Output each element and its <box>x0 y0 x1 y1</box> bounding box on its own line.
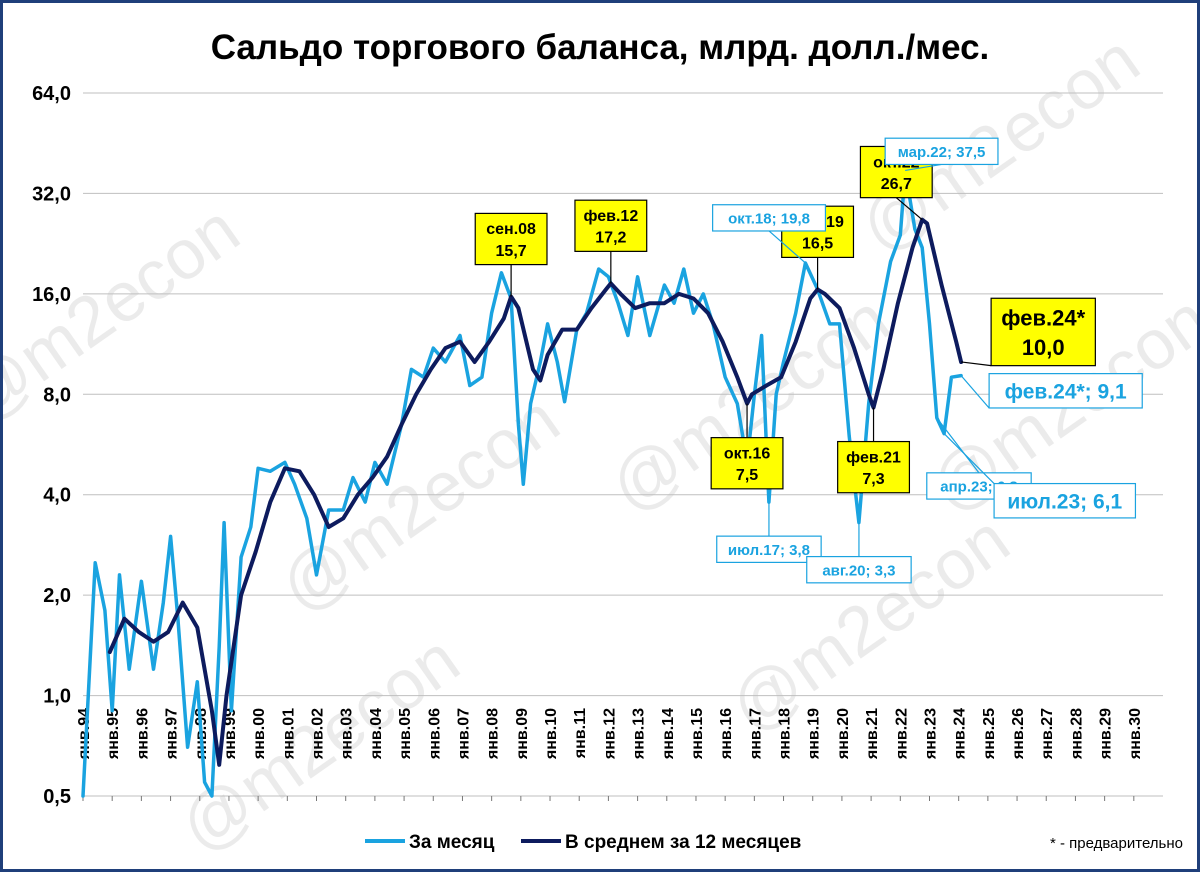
chart-title: Сальдо торгового баланса, млрд. долл./ме… <box>211 28 990 67</box>
legend: За месяц В среднем за 12 месяцев <box>365 832 801 853</box>
x-tick-label: янв.25 <box>981 708 998 760</box>
x-tick-label: янв.97 <box>164 708 181 760</box>
annotation-label: 7,5 <box>736 467 758 484</box>
x-tick-label: янв.19 <box>806 708 823 760</box>
annotation-leader <box>768 230 806 264</box>
x-tick-label: янв.30 <box>1127 708 1144 760</box>
y-tick-label: 64,0 <box>32 83 71 105</box>
annotation-box <box>712 204 827 232</box>
x-tick-label: янв.13 <box>631 708 648 760</box>
x-tick-label: янв.03 <box>339 708 356 760</box>
x-tick-label: янв.18 <box>777 708 794 760</box>
annotations-layer: сен.0815,7фев.1217,2мар.1916,5окт.2226,7… <box>474 137 1143 584</box>
annotation-label: фев.24* <box>1001 305 1085 330</box>
annotation-label: 16,5 <box>802 236 833 253</box>
x-tick-label: янв.26 <box>1010 708 1027 760</box>
x-tick-label: янв.05 <box>397 708 414 760</box>
x-tick-label: янв.24 <box>952 708 969 760</box>
y-tick-label: 4,0 <box>43 485 71 507</box>
annotation-box <box>574 199 648 252</box>
x-tick-label: янв.08 <box>485 708 502 760</box>
x-tick-label: янв.96 <box>134 708 151 760</box>
annotation-label: июл.23; 6,1 <box>1007 491 1122 514</box>
x-tick-label: янв.04 <box>368 708 385 760</box>
y-tick-label: 0,5 <box>43 786 71 808</box>
x-tick-label: янв.06 <box>426 708 443 760</box>
annotation-box <box>837 440 911 494</box>
x-tick-label: янв.15 <box>689 708 706 760</box>
annotation-label: фев.12 <box>583 208 638 225</box>
annotation-leader <box>961 361 992 367</box>
x-tick-label: янв.23 <box>922 708 939 760</box>
y-tick-label: 2,0 <box>43 585 71 607</box>
x-tick-label: янв.01 <box>280 708 297 760</box>
y-tick-label: 32,0 <box>32 183 71 205</box>
x-tick-label: янв.09 <box>514 708 531 760</box>
annotation-label: окт.18; 19,8 <box>728 211 810 228</box>
annotation-box <box>716 535 822 563</box>
annotation-box <box>993 482 1137 519</box>
annotation-label: 7,3 <box>862 471 884 488</box>
annotation-label: 10,0 <box>1022 335 1065 360</box>
legend-label-average: В среднем за 12 месяцев <box>565 832 801 853</box>
y-tick-label: 8,0 <box>43 384 71 406</box>
series-layer <box>81 168 964 798</box>
series-line-monthly <box>81 168 963 798</box>
watermark-text: @m2econ <box>3 190 253 437</box>
x-tick-label: янв.02 <box>310 708 327 760</box>
x-tick-label: янв.17 <box>747 708 764 760</box>
annotation-box <box>710 437 784 490</box>
y-tick-label: 16,0 <box>32 284 71 306</box>
x-axis-ticks: янв.94 янв.95 янв.96 янв.97 янв.98 янв.99 янв.… <box>76 708 1144 801</box>
annotation-label: фев.24*; 9,1 <box>1005 381 1127 404</box>
annotation-box <box>988 373 1143 409</box>
x-tick-label: янв.11 <box>572 708 589 759</box>
annotation-leader <box>905 163 942 172</box>
trade-balance-chart: @m2econ@m2econ@m2econ@m2econ@m2econ@m2ec… <box>3 20 1197 867</box>
x-tick-label: янв.20 <box>835 708 852 760</box>
annotation-box <box>806 555 912 584</box>
x-tick-label: янв.27 <box>1039 708 1056 760</box>
x-tick-label: янв.28 <box>1068 708 1085 760</box>
x-tick-label: янв.95 <box>105 708 122 760</box>
series-line-12m-average <box>107 217 964 767</box>
x-tick-label: янв.14 <box>660 708 677 760</box>
x-tick-label: янв.10 <box>543 708 560 760</box>
annotation-label: июл.17; 3,8 <box>728 542 810 559</box>
x-tick-label: янв.07 <box>455 708 472 760</box>
annotation-label: 17,2 <box>595 230 626 247</box>
y-tick-label: 1,0 <box>43 686 71 708</box>
x-tick-label: янв.29 <box>1098 708 1115 760</box>
x-tick-label: янв.16 <box>718 708 735 760</box>
x-tick-label: янв.12 <box>601 708 618 760</box>
annotation-label: авг.20; 3,3 <box>822 562 895 579</box>
annotation-leader <box>943 433 995 484</box>
y-axis-ticks: 0,5 1,0 2,0 4,0 8,0 16,0 32,0 64,0 <box>32 83 71 808</box>
annotation-label: сен.08 <box>486 221 536 238</box>
annotation-label: фев.21 <box>846 449 901 466</box>
annotation-label: мар.22; 37,5 <box>898 144 986 161</box>
annotation-box <box>990 297 1096 367</box>
x-tick-label: янв.21 <box>864 708 881 760</box>
watermark-text: @m2econ <box>266 380 573 627</box>
annotation-label: 26,7 <box>881 176 912 193</box>
annotation-box <box>884 137 999 166</box>
x-tick-label: янв.22 <box>893 708 910 760</box>
annotation-leader <box>960 375 990 409</box>
annotation-leader <box>895 197 923 221</box>
x-tick-label: янв.00 <box>251 708 268 760</box>
annotation-leader <box>936 417 980 474</box>
annotation-box <box>474 212 548 266</box>
footnote: * - предварительно <box>1050 835 1183 852</box>
legend-label-monthly: За месяц <box>409 832 495 853</box>
annotation-label: 15,7 <box>496 243 527 260</box>
annotation-label: окт.16 <box>724 445 771 462</box>
x-tick-label: янв.99 <box>222 708 239 760</box>
